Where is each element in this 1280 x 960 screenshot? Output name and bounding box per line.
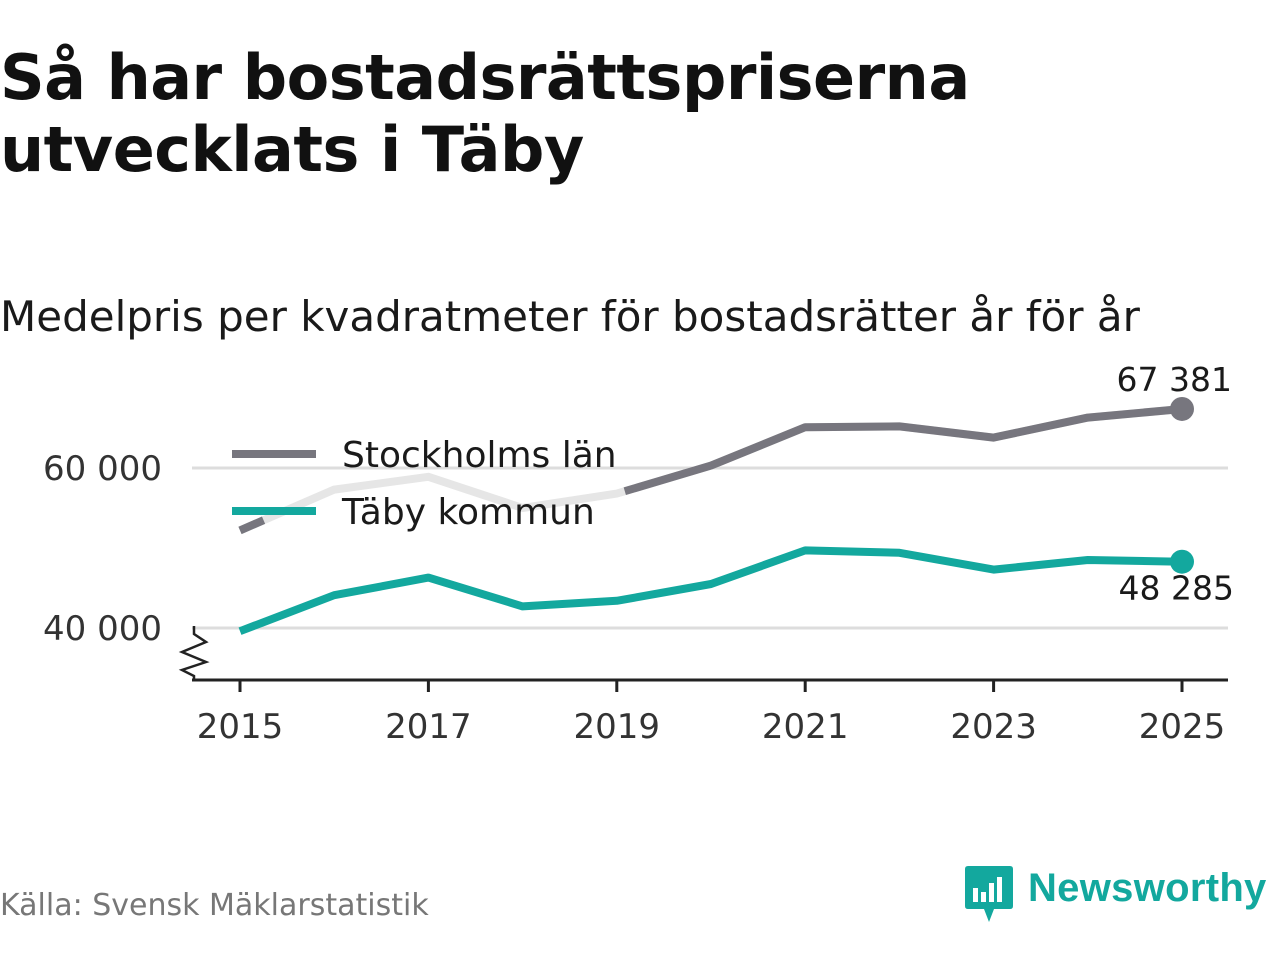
x-tick-label: 2023 xyxy=(950,707,1037,747)
legend: Stockholms län Täby kommun xyxy=(232,435,617,533)
legend-label: Stockholms län xyxy=(342,435,617,476)
newsworthy-logo-icon xyxy=(965,866,1013,922)
brand-logo[interactable]: Newsworthy xyxy=(964,864,1267,928)
axis-break-icon xyxy=(178,626,210,680)
source-note: Källa: Svensk Mäklarstatistik xyxy=(0,888,429,923)
y-tick-label: 60 000 xyxy=(43,449,162,489)
y-tick-label: 40 000 xyxy=(43,609,162,649)
legend-label: Täby kommun xyxy=(341,492,595,533)
end-labels: 67 381 48 285 xyxy=(1117,360,1234,608)
x-tick-label: 2017 xyxy=(385,707,472,747)
y-axis: 40 000 60 000 xyxy=(43,449,210,680)
series-line-taby-kommun xyxy=(238,546,1183,635)
x-axis: 2015 2017 2019 2021 2023 2025 xyxy=(192,678,1228,747)
end-label-stockholms-lan: 67 381 xyxy=(1117,360,1232,399)
end-label-taby-kommun: 48 285 xyxy=(1119,569,1234,608)
x-tick-label: 2015 xyxy=(197,707,284,747)
end-marker-taby-kommun xyxy=(1170,549,1194,574)
series-line-stockholms-lan xyxy=(623,405,1183,496)
brand-name: Newsworthy xyxy=(1028,866,1267,910)
x-tick-label: 2021 xyxy=(762,707,849,747)
end-marker-stockholms-lan xyxy=(1170,396,1194,421)
chart-subtitle: Medelpris per kvadratmeter för bostadsrä… xyxy=(0,292,1140,341)
series-line-stockholms-lan-start xyxy=(238,516,266,535)
line-chart: 40 000 60 000 2015 2017 2019 2021 2023 2025 St… xyxy=(43,360,1234,747)
series-layer xyxy=(238,396,1194,635)
x-tick-label: 2025 xyxy=(1139,707,1226,747)
chart-title: Så har bostadsrättspriserna utvecklats i… xyxy=(0,41,970,186)
x-tick-label: 2019 xyxy=(574,707,661,747)
